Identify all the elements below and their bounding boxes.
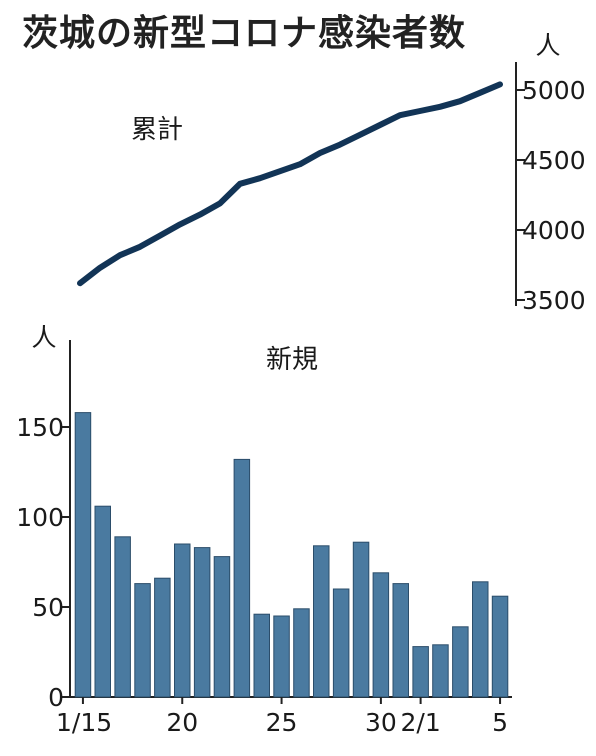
bar-x-tick-label: 20	[166, 708, 198, 737]
bar-unit-label: 人	[31, 323, 56, 352]
bar-x-tick-label: 30	[365, 708, 397, 737]
bar	[293, 608, 310, 698]
bar	[114, 536, 131, 698]
bar-x-tick-label: 2/1	[400, 708, 440, 737]
line-y-tick-label: 5000	[522, 76, 586, 105]
bar-y-tick-label: 0	[48, 683, 64, 712]
bar-series-label: 新規	[266, 345, 318, 375]
cumulative-line-panel: 人 3500 4000 4500 5000 累計	[77, 31, 586, 315]
bar	[94, 505, 111, 698]
bar-y-tick-label: 50	[32, 593, 64, 622]
bar	[432, 644, 449, 698]
line-series-label: 累計	[131, 115, 183, 145]
bar	[472, 581, 489, 698]
bar-x-tick-label: 5	[492, 708, 508, 737]
bar	[233, 458, 251, 698]
bar	[352, 541, 370, 698]
bar	[213, 556, 231, 698]
bar-x-tick-label: 1/15	[56, 708, 112, 737]
bar	[154, 577, 171, 698]
line-y-tick-label: 4500	[522, 146, 586, 175]
chart-title: 茨城の新型コロナ感染者数	[22, 13, 467, 54]
bar	[372, 572, 390, 698]
bar	[273, 615, 290, 698]
line-y-tick-label: 4000	[522, 216, 586, 245]
new-cases-bar-panel: 人新規 0 50 100 150 1/15 20 25 30 2/1 5	[16, 323, 512, 737]
bar	[174, 543, 191, 698]
bar-y-tick-label: 100	[16, 503, 64, 532]
bar-y-tick-label: 150	[16, 413, 64, 442]
bar	[193, 547, 211, 698]
bar	[491, 595, 509, 698]
line-y-tick-label: 3500	[522, 286, 586, 315]
bar	[392, 583, 409, 698]
bar	[74, 412, 92, 698]
bar-x-tick-label: 25	[266, 708, 298, 737]
bar	[313, 545, 330, 698]
line-unit-label: 人	[535, 31, 560, 60]
bar	[134, 583, 151, 698]
bar	[452, 626, 469, 698]
cumulative-line	[77, 81, 503, 287]
bar	[253, 613, 270, 698]
bar	[332, 588, 350, 698]
bar	[412, 646, 429, 698]
